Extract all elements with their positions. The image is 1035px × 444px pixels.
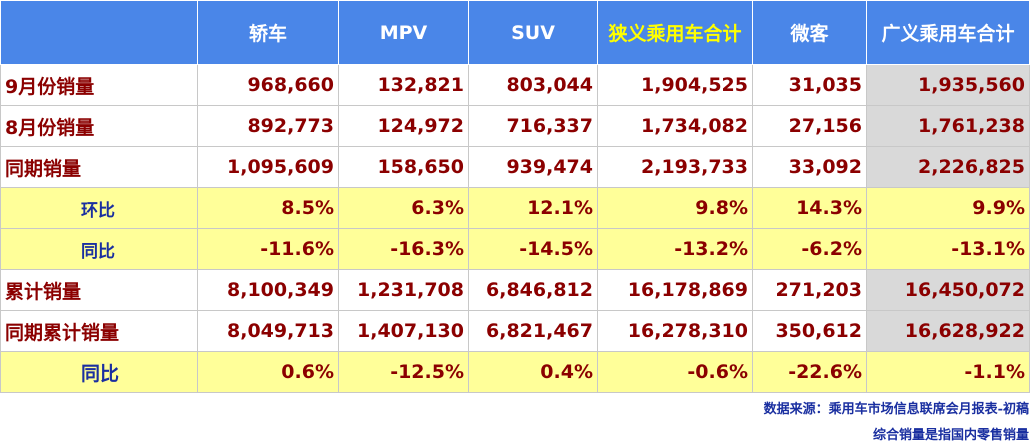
header-cell: 微客: [752, 0, 867, 65]
row: 9月份销量 968,660 132,821 803,044 1,904,525 31,03…: [0, 64, 1030, 106]
value-cell: 892,773: [197, 105, 339, 147]
value-cell: 939,474: [468, 146, 598, 188]
value-cell: -1.1%: [866, 351, 1030, 393]
row-label: 同期累计销量: [0, 310, 198, 352]
value-cell: 6,846,812: [468, 269, 598, 311]
header-cell: SUV: [468, 0, 598, 65]
value-cell: 16,628,922: [866, 310, 1030, 352]
row: 环比 8.5% 6.3% 12.1% 9.8% 14.3% 9.9%: [0, 187, 1030, 229]
note: 综合销量是指国内零售销量: [872, 428, 1029, 443]
row-label: 环比: [0, 187, 198, 229]
value-cell: 1,734,082: [597, 105, 753, 147]
row: 同比 0.6% -12.5% 0.4% -0.6% -22.6% -1.1%: [0, 351, 1030, 393]
value-cell: 12.1%: [468, 187, 598, 229]
row-label: 8月份销量: [0, 105, 198, 147]
row: 同期销量 1,095,609 158,650 939,474 2,193,733 33,0…: [0, 146, 1030, 188]
header-cell: 轿车: [197, 0, 339, 65]
value-cell: 9.8%: [597, 187, 753, 229]
header-row: 轿车 MPV SUV 狭义乘用车合计 微客 广义乘用车合计: [0, 0, 1030, 65]
value-cell: 8,100,349: [197, 269, 339, 311]
value-cell: 350,612: [752, 310, 867, 352]
value-cell: 16,450,072: [866, 269, 1030, 311]
value-cell: 2,226,825: [866, 146, 1030, 188]
value-cell: 1,761,238: [866, 105, 1030, 147]
value-cell: 968,660: [197, 64, 339, 106]
row-label: 同比: [0, 351, 198, 393]
value-cell: 9.9%: [866, 187, 1030, 229]
value-cell: -13.2%: [597, 228, 753, 270]
value-cell: 1,407,130: [338, 310, 469, 352]
value-cell: 6.3%: [338, 187, 469, 229]
source-note: 数据来源：乘用车市场信息联席会月报表-初稿: [763, 402, 1029, 417]
value-cell: -16.3%: [338, 228, 469, 270]
value-cell: -12.5%: [338, 351, 469, 393]
value-cell: 16,178,869: [597, 269, 753, 311]
value-cell: 27,156: [752, 105, 867, 147]
value-cell: -6.2%: [752, 228, 867, 270]
value-cell: 8,049,713: [197, 310, 339, 352]
value-cell: -13.1%: [866, 228, 1030, 270]
value-cell: -22.6%: [752, 351, 867, 393]
value-cell: 158,650: [338, 146, 469, 188]
row-label: 同期销量: [0, 146, 198, 188]
value-cell: 132,821: [338, 64, 469, 106]
value-cell: 1,904,525: [597, 64, 753, 106]
corner-cell: [0, 0, 198, 65]
value-cell: -11.6%: [197, 228, 339, 270]
value-cell: 33,092: [752, 146, 867, 188]
value-cell: 0.4%: [468, 351, 598, 393]
row: 8月份销量 892,773 124,972 716,337 1,734,082 27,15…: [0, 105, 1030, 147]
value-cell: 271,203: [752, 269, 867, 311]
row: 累计销量 8,100,349 1,231,708 6,846,812 16,178,86…: [0, 269, 1030, 311]
value-cell: -0.6%: [597, 351, 753, 393]
value-cell: 6,821,467: [468, 310, 598, 352]
row-label: 9月份销量: [0, 64, 198, 106]
value-cell: -14.5%: [468, 228, 598, 270]
value-cell: 1,095,609: [197, 146, 339, 188]
row-label: 同比: [0, 228, 198, 270]
value-cell: 124,972: [338, 105, 469, 147]
value-cell: 1,935,560: [866, 64, 1030, 106]
value-cell: 2,193,733: [597, 146, 753, 188]
row: 同期累计销量 8,049,713 1,407,130 6,821,467 16,278,…: [0, 310, 1030, 352]
value-cell: 16,278,310: [597, 310, 753, 352]
value-cell: 1,231,708: [338, 269, 469, 311]
value-cell: 14.3%: [752, 187, 867, 229]
value-cell: 0.6%: [197, 351, 339, 393]
header-cell: MPV: [338, 0, 469, 65]
value-cell: 716,337: [468, 105, 598, 147]
header-cell: 狭义乘用车合计: [597, 0, 753, 65]
row: 同比 -11.6% -16.3% -14.5% -13.2% -6.2% -13.1%: [0, 228, 1030, 270]
value-cell: 31,035: [752, 64, 867, 106]
row-label: 累计销量: [0, 269, 198, 311]
value-cell: 803,044: [468, 64, 598, 106]
header-cell: 广义乘用车合计: [866, 0, 1030, 65]
sales-table: 轿车 MPV SUV 狭义乘用车合计 微客 广义乘用车合计 9月份销量 968,6…: [0, 0, 1030, 393]
value-cell: 8.5%: [197, 187, 339, 229]
